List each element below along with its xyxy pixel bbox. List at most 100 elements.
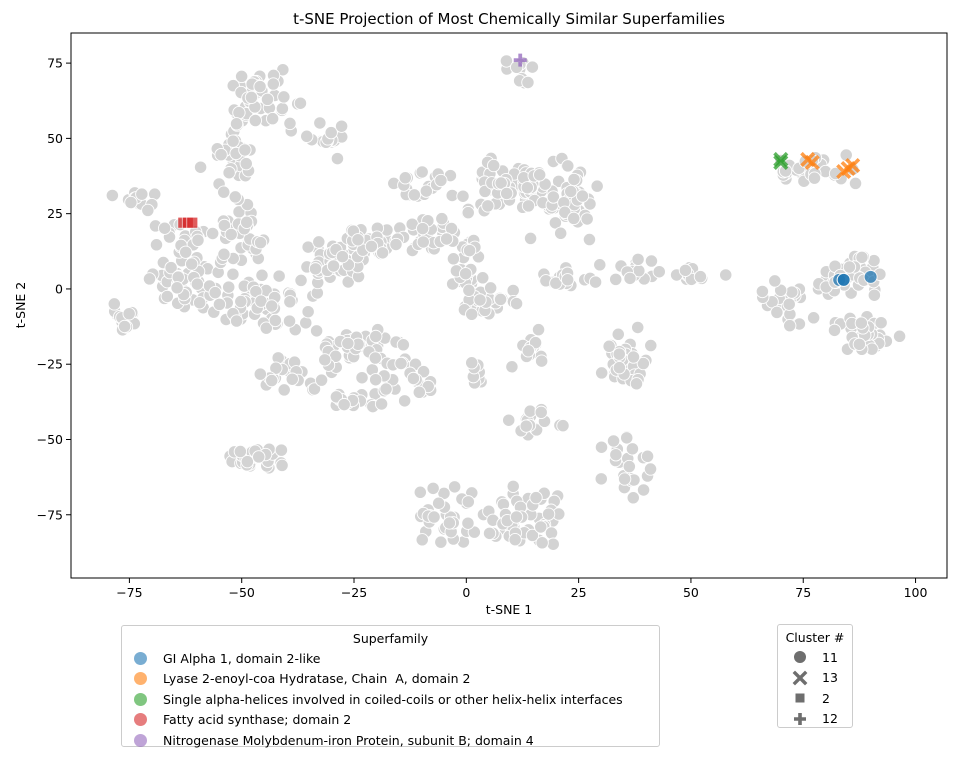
x-tick-label: −25	[341, 585, 367, 600]
background-point	[406, 371, 421, 386]
background-point	[266, 77, 280, 91]
background-points-layer	[105, 54, 907, 551]
background-point	[252, 450, 266, 464]
background-point	[606, 434, 621, 448]
background-point	[629, 377, 644, 391]
legend-item-label: 12	[822, 711, 838, 727]
y-tick-label: 0	[55, 281, 63, 296]
background-point	[625, 442, 640, 456]
background-point	[117, 319, 132, 334]
background-point	[620, 431, 634, 445]
x-axis-label: t-SNE 1	[486, 602, 533, 617]
background-point	[253, 236, 268, 250]
background-point	[394, 356, 408, 371]
background-point	[283, 116, 297, 131]
background-point	[609, 448, 623, 462]
background-point	[105, 188, 120, 203]
data-point	[804, 154, 820, 171]
background-point	[427, 510, 441, 524]
square-marker-icon	[795, 693, 805, 703]
x-tick-label: −50	[229, 585, 255, 600]
background-point	[494, 176, 508, 190]
legend-item: Lyase 2-enoyl-coa Hydratase, Chain A, do…	[122, 669, 659, 690]
data-point	[773, 154, 789, 171]
background-point	[546, 537, 560, 551]
y-tick-label: −75	[37, 507, 63, 522]
background-point	[509, 510, 524, 524]
background-point	[462, 243, 477, 258]
background-point	[502, 413, 516, 427]
background-point	[419, 184, 434, 198]
background-point	[595, 366, 609, 380]
background-point	[191, 233, 205, 247]
background-point	[335, 249, 350, 264]
background-point	[283, 295, 297, 309]
y-tick-label: −50	[37, 432, 63, 447]
background-point	[239, 157, 253, 171]
background-point	[854, 316, 869, 330]
background-point	[465, 307, 479, 321]
background-point	[617, 472, 632, 486]
background-point	[481, 199, 495, 213]
background-point	[535, 536, 549, 550]
legend-item: Fatty acid synthase; domain 2	[122, 710, 659, 731]
legend-item-label: Fatty acid synthase; domain 2	[163, 712, 352, 728]
background-point	[852, 337, 867, 351]
legend-item-label: Single alpha-helices involved in coiled-…	[163, 691, 623, 707]
background-point	[461, 205, 475, 220]
background-point	[546, 190, 561, 204]
background-point	[439, 232, 454, 246]
background-point	[369, 329, 383, 344]
background-point	[369, 373, 383, 387]
background-point	[314, 373, 329, 387]
background-point	[636, 483, 651, 497]
legend-item: 12	[778, 709, 852, 730]
background-point	[141, 203, 155, 218]
background-point	[644, 254, 659, 268]
background-point	[523, 231, 538, 246]
background-point	[282, 314, 297, 328]
y-axis-label: t-SNE 2	[13, 282, 28, 329]
background-point	[334, 119, 349, 133]
background-point	[622, 459, 636, 474]
legend-color-swatch	[134, 651, 147, 665]
background-point	[277, 90, 291, 104]
background-point	[265, 111, 280, 126]
background-point	[548, 216, 563, 230]
background-point	[594, 440, 609, 454]
background-point	[611, 327, 625, 341]
background-point	[240, 215, 254, 229]
background-point	[212, 297, 227, 312]
legend-item-label: Lyase 2-enoyl-coa Hydratase, Chain A, do…	[163, 671, 471, 687]
background-point	[217, 185, 231, 199]
background-point	[224, 227, 238, 242]
y-axis: −75 −50 −25 0 25 50 75	[37, 56, 71, 522]
background-point	[476, 271, 490, 285]
background-point	[564, 184, 578, 199]
legend-color-swatch	[134, 713, 147, 727]
legend-item: Nitrogenase Molybdenum-iron Protein, sub…	[122, 730, 659, 751]
legend-item: 11	[778, 647, 852, 668]
background-point	[309, 324, 324, 338]
background-point	[848, 176, 863, 191]
background-point	[285, 372, 299, 386]
background-point	[500, 186, 514, 201]
background-point	[170, 281, 184, 295]
background-point	[375, 246, 390, 260]
background-point	[806, 311, 821, 325]
background-point	[482, 526, 497, 540]
legend-item-label: GI Alpha 1, domain 2-like	[163, 650, 321, 666]
background-point	[506, 283, 520, 298]
background-point	[185, 257, 199, 271]
background-point	[612, 347, 626, 361]
background-point	[396, 338, 411, 352]
background-point	[368, 351, 382, 365]
background-point	[193, 160, 208, 174]
y-tick-label: −25	[37, 357, 63, 372]
background-point	[374, 397, 389, 411]
x-tick-label: 50	[683, 585, 699, 600]
background-point	[582, 232, 597, 247]
background-point	[580, 212, 594, 226]
background-point	[783, 319, 797, 333]
background-point	[426, 481, 440, 496]
